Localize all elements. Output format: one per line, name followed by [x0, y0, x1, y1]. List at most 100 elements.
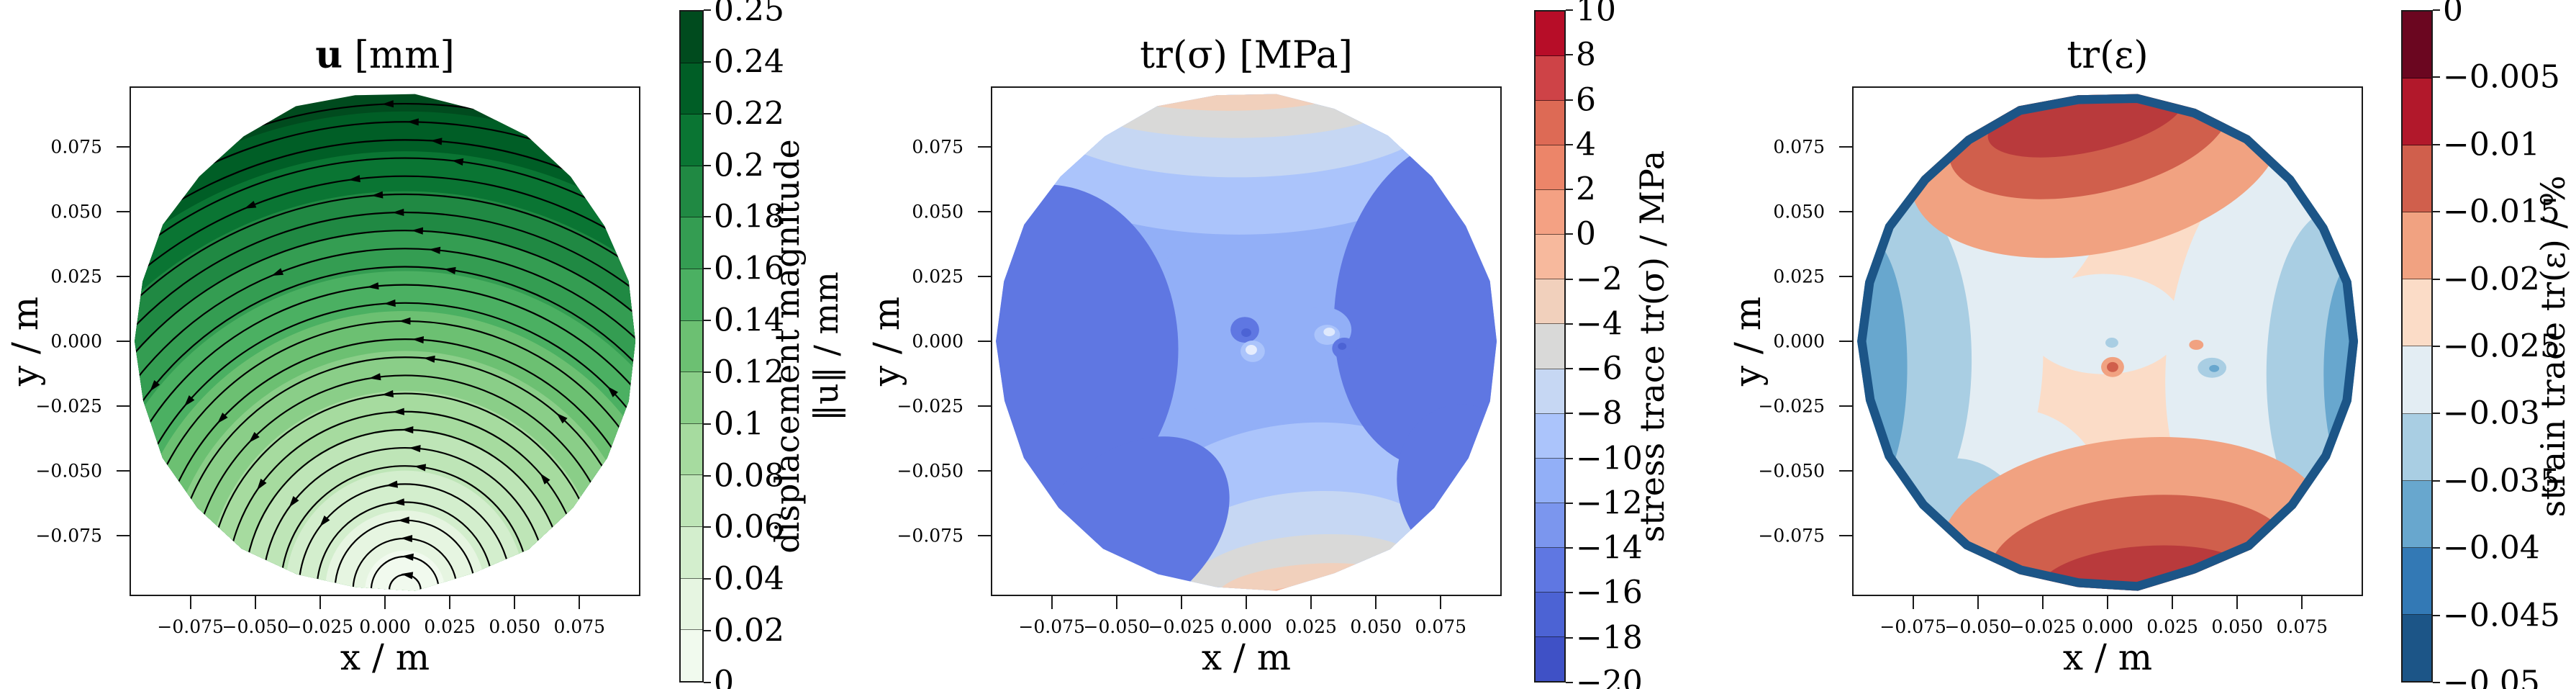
colorbar-tick — [2433, 76, 2440, 78]
y-tick — [978, 341, 991, 342]
colorbar-strain — [2401, 10, 2433, 683]
x-tick-label: 0.050 — [489, 616, 540, 637]
y-tick-label: 0.025 — [1773, 266, 1825, 287]
x-tick — [1310, 596, 1312, 609]
y-tick — [1839, 276, 1852, 278]
colorbar-tick-label: 0.02 — [714, 612, 784, 649]
colorbar-tick — [704, 112, 711, 114]
x-tick-label: −0.075 — [157, 616, 224, 637]
y-tick-label: −0.025 — [35, 395, 102, 417]
y-tick — [117, 341, 130, 342]
colorbar-tick-label: 0 — [1576, 215, 1596, 253]
colorbar-tick — [704, 320, 711, 322]
y-tick-label: 0.075 — [1773, 136, 1825, 158]
colorbar-tick-label: −0.015 — [2443, 193, 2560, 230]
x-axis-label: x / m — [340, 636, 430, 678]
domain-boundary-ring — [1857, 94, 2359, 591]
colorbar-tick — [2433, 479, 2440, 482]
colorbar-segment — [2403, 12, 2431, 79]
colorbar-tick — [1566, 592, 1573, 594]
plot-area-displacement — [130, 86, 640, 596]
colorbar-label-stress: stress trace tr(σ) / MPa — [1633, 150, 1672, 543]
colorbar-segment — [681, 578, 702, 631]
x-tick — [2172, 596, 2174, 609]
colorbar-segment — [1536, 145, 1564, 191]
y-tick — [978, 211, 991, 213]
title-rest-part: tr(ε) — [2067, 34, 2149, 77]
colorbar-segment — [681, 372, 702, 424]
title-bold-part: u — [315, 33, 343, 77]
colorbar-segment — [1536, 369, 1564, 414]
y-tick — [978, 276, 991, 278]
y-tick-label: −0.075 — [897, 525, 963, 546]
x-tick-label: 0.000 — [1220, 616, 1272, 637]
colorbar-tick — [1566, 547, 1573, 549]
colorbar-tick-label: 10 — [1576, 0, 1616, 29]
colorbar-segment — [2403, 547, 2431, 615]
colorbar-segment — [2403, 145, 2431, 213]
colorbar-tick — [704, 60, 711, 63]
x-tick — [1051, 596, 1053, 609]
colorbar-tick — [704, 578, 711, 580]
x-tick — [1440, 596, 1442, 609]
colorbar-tick-label: −0.04 — [2443, 529, 2540, 567]
colorbar-tick-label: 0.12 — [714, 353, 784, 391]
x-tick — [2107, 596, 2108, 609]
colorbar-tick-label: −20 — [1576, 664, 1643, 689]
colorbar-tick-label: 0.18 — [714, 198, 784, 235]
colorbar-tick-label: 0 — [2443, 0, 2463, 29]
y-tick — [1839, 534, 1852, 536]
y-tick-label: −0.050 — [35, 460, 102, 482]
x-tick-label: 0.075 — [2276, 616, 2328, 637]
x-tick-label: −0.025 — [2009, 616, 2077, 637]
x-tick — [1115, 596, 1117, 609]
colorbar-tick — [704, 268, 711, 270]
colorbar-tick — [704, 474, 711, 477]
colorbar-tick — [2433, 346, 2440, 347]
colorbar-tick-label: 0.25 — [714, 0, 784, 29]
colorbar-tick — [1566, 99, 1573, 101]
y-tick — [1839, 469, 1852, 472]
colorbar-tick — [704, 164, 711, 166]
y-tick-label: −0.050 — [897, 460, 963, 482]
y-tick — [978, 405, 991, 407]
x-tick — [2236, 596, 2239, 609]
colorbar-tick — [1566, 278, 1573, 280]
title-rest-part: tr(σ) [MPa] — [1140, 34, 1353, 77]
plot-area-stress — [991, 86, 1502, 596]
colorbar-segment — [1536, 190, 1564, 235]
colorbar-tick — [704, 371, 711, 373]
x-tick-label: −0.075 — [1879, 616, 1946, 637]
y-tick-label: 0.050 — [1773, 201, 1825, 222]
colorbar-segment — [2403, 614, 2431, 681]
colorbar-tick-label: −0.01 — [2443, 126, 2540, 163]
colorbar-segment — [1536, 279, 1564, 325]
x-axis-label: x / m — [1201, 636, 1292, 678]
y-axis-label: y / m — [4, 296, 46, 387]
colorbar-tick-label: 8 — [1576, 36, 1596, 73]
colorbar-tick-label: 0 — [714, 664, 734, 689]
colorbar-segment — [681, 527, 702, 579]
x-tick-label: 0.025 — [424, 616, 476, 637]
colorbar-displacement — [679, 10, 704, 683]
y-tick-label: 0.025 — [50, 266, 102, 287]
x-tick — [189, 596, 191, 609]
colorbar-tick-label: −0.045 — [2443, 597, 2560, 634]
y-tick-label: 0.025 — [912, 266, 963, 287]
colorbar-segment — [681, 423, 702, 476]
colorbar-tick — [1566, 143, 1573, 145]
colorbar-tick — [2433, 143, 2440, 145]
x-tick — [1375, 596, 1377, 609]
colorbar-segment — [681, 475, 702, 528]
y-tick — [1839, 211, 1852, 213]
colorbar-tick-label: 0.2 — [714, 147, 764, 184]
colorbar-segment — [681, 166, 702, 218]
y-axis-label: y / m — [1727, 296, 1769, 387]
x-tick-label: −0.050 — [222, 616, 289, 637]
colorbar-tick-label: 0.24 — [714, 43, 784, 81]
colorbar-segment — [2403, 480, 2431, 548]
colorbar-tick-label: −0.03 — [2443, 395, 2540, 432]
colorbar-tick — [2433, 9, 2440, 11]
colorbar-tick — [2433, 547, 2440, 549]
colorbar-tick — [2433, 682, 2440, 683]
